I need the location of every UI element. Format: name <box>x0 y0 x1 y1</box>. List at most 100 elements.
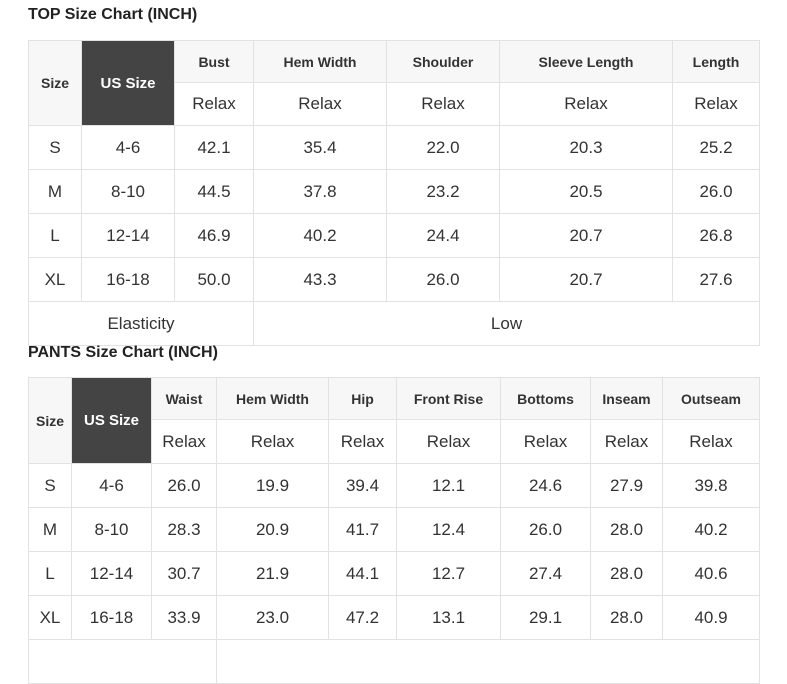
column-header: Bust <box>174 40 254 83</box>
table-row: M 8-10 28.3 20.9 41.7 12.4 26.0 28.0 40.2 <box>28 507 760 552</box>
value-cell: 28.0 <box>590 551 663 596</box>
size-cell: XL <box>28 257 82 302</box>
us-size-cell: 8-10 <box>81 169 175 214</box>
value-cell: 26.0 <box>672 169 760 214</box>
column-header: Hem Width <box>216 377 329 420</box>
value-cell: 28.0 <box>590 595 663 640</box>
value-cell: 44.1 <box>328 551 397 596</box>
value-cell: 26.0 <box>386 257 500 302</box>
fit-row: Relax Relax Relax Relax Relax <box>29 82 760 126</box>
pants-chart-title: PANTS Size Chart (INCH) <box>28 344 218 361</box>
column-header: Shoulder <box>386 40 500 83</box>
table-row: M 8-10 44.5 37.8 23.2 20.5 26.0 <box>28 169 760 214</box>
value-cell: 19.9 <box>216 463 329 508</box>
value-cell: 27.6 <box>672 257 760 302</box>
value-cell: 23.0 <box>216 595 329 640</box>
value-cell: 24.4 <box>386 213 500 258</box>
column-header: Bottoms <box>500 377 591 420</box>
empty-cell <box>28 639 217 684</box>
size-cell: S <box>28 125 82 170</box>
elasticity-label: Elasticity <box>28 301 254 346</box>
column-header: Front Rise <box>396 377 501 420</box>
value-cell: 26.0 <box>500 507 591 552</box>
value-cell: 24.6 <box>500 463 591 508</box>
us-size-cell: 4-6 <box>81 125 175 170</box>
value-cell: 30.7 <box>151 551 217 596</box>
table-row: XL 16-18 50.0 43.3 26.0 20.7 27.6 <box>28 257 760 302</box>
fit-cell: Relax <box>253 82 387 126</box>
us-size-cell: 4-6 <box>71 463 152 508</box>
empty-cell <box>216 639 760 684</box>
value-cell: 33.9 <box>151 595 217 640</box>
fit-row: Relax Relax Relax Relax Relax Relax Relax <box>29 419 760 464</box>
header-row: Size US Size Waist Hem Width Hip Front Rise Bo… <box>28 377 760 464</box>
value-cell: 20.5 <box>499 169 673 214</box>
size-cell: M <box>28 169 82 214</box>
column-header: Length <box>672 40 760 83</box>
value-cell: 20.7 <box>499 213 673 258</box>
fit-cell: Relax <box>174 82 254 126</box>
value-cell: 40.2 <box>253 213 387 258</box>
pants-size-table: Size US Size Waist Hem Width Hip Front Rise Bo… <box>28 377 760 684</box>
size-cell: XL <box>28 595 72 640</box>
fit-cell: Relax <box>499 82 673 126</box>
header-row: Size US Size Bust Hem Width Shoulder Sleeve L… <box>28 40 760 126</box>
value-cell: 13.1 <box>396 595 501 640</box>
column-header: Hem Width <box>253 40 387 83</box>
value-cell: 21.9 <box>216 551 329 596</box>
value-cell: 27.4 <box>500 551 591 596</box>
value-cell: 41.7 <box>328 507 397 552</box>
top-chart-title: TOP Size Chart (INCH) <box>28 6 198 23</box>
value-cell: 43.3 <box>253 257 387 302</box>
value-cell: 25.2 <box>672 125 760 170</box>
column-header: Waist <box>151 377 217 420</box>
table-row: L 12-14 30.7 21.9 44.1 12.7 27.4 28.0 40.6 <box>28 551 760 596</box>
us-size-cell: 12-14 <box>81 213 175 258</box>
us-size-cell: 16-18 <box>71 595 152 640</box>
us-size-cell: 16-18 <box>81 257 175 302</box>
value-cell: 44.5 <box>174 169 254 214</box>
value-cell: 22.0 <box>386 125 500 170</box>
fit-cell: Relax <box>590 419 663 464</box>
value-cell: 20.7 <box>499 257 673 302</box>
value-cell: 42.1 <box>174 125 254 170</box>
value-cell: 37.8 <box>253 169 387 214</box>
top-size-table: Size US Size Bust Hem Width Shoulder Sleeve L… <box>28 40 760 346</box>
column-header: Hip <box>328 377 397 420</box>
fit-cell: Relax <box>328 419 397 464</box>
elasticity-row: Elasticity Low <box>28 301 760 346</box>
table-row: L 12-14 46.9 40.2 24.4 20.7 26.8 <box>28 213 760 258</box>
fit-cell: Relax <box>396 419 501 464</box>
us-size-header: US Size <box>71 377 152 464</box>
value-cell: 29.1 <box>500 595 591 640</box>
value-cell: 28.3 <box>151 507 217 552</box>
size-cell: M <box>28 507 72 552</box>
value-cell: 39.8 <box>662 463 760 508</box>
column-header: Inseam <box>590 377 663 420</box>
size-cell: L <box>28 551 72 596</box>
value-cell: 26.8 <box>672 213 760 258</box>
fit-cell: Relax <box>151 419 217 464</box>
value-cell: 12.4 <box>396 507 501 552</box>
size-cell: L <box>28 213 82 258</box>
value-cell: 23.2 <box>386 169 500 214</box>
value-cell: 12.1 <box>396 463 501 508</box>
value-cell: 26.0 <box>151 463 217 508</box>
value-cell: 39.4 <box>328 463 397 508</box>
value-cell: 28.0 <box>590 507 663 552</box>
fit-cell: Relax <box>500 419 591 464</box>
us-size-cell: 12-14 <box>71 551 152 596</box>
value-cell: 20.9 <box>216 507 329 552</box>
value-cell: 12.7 <box>396 551 501 596</box>
table-row-partial <box>28 639 760 684</box>
fit-cell: Relax <box>216 419 329 464</box>
value-cell: 40.9 <box>662 595 760 640</box>
table-row: XL 16-18 33.9 23.0 47.2 13.1 29.1 28.0 40.9 <box>28 595 760 640</box>
value-cell: 46.9 <box>174 213 254 258</box>
value-cell: 35.4 <box>253 125 387 170</box>
fit-cell: Relax <box>386 82 500 126</box>
size-header: Size <box>28 377 72 464</box>
table-row: S 4-6 26.0 19.9 39.4 12.1 24.6 27.9 39.8 <box>28 463 760 508</box>
value-cell: 50.0 <box>174 257 254 302</box>
column-header: Sleeve Length <box>499 40 673 83</box>
